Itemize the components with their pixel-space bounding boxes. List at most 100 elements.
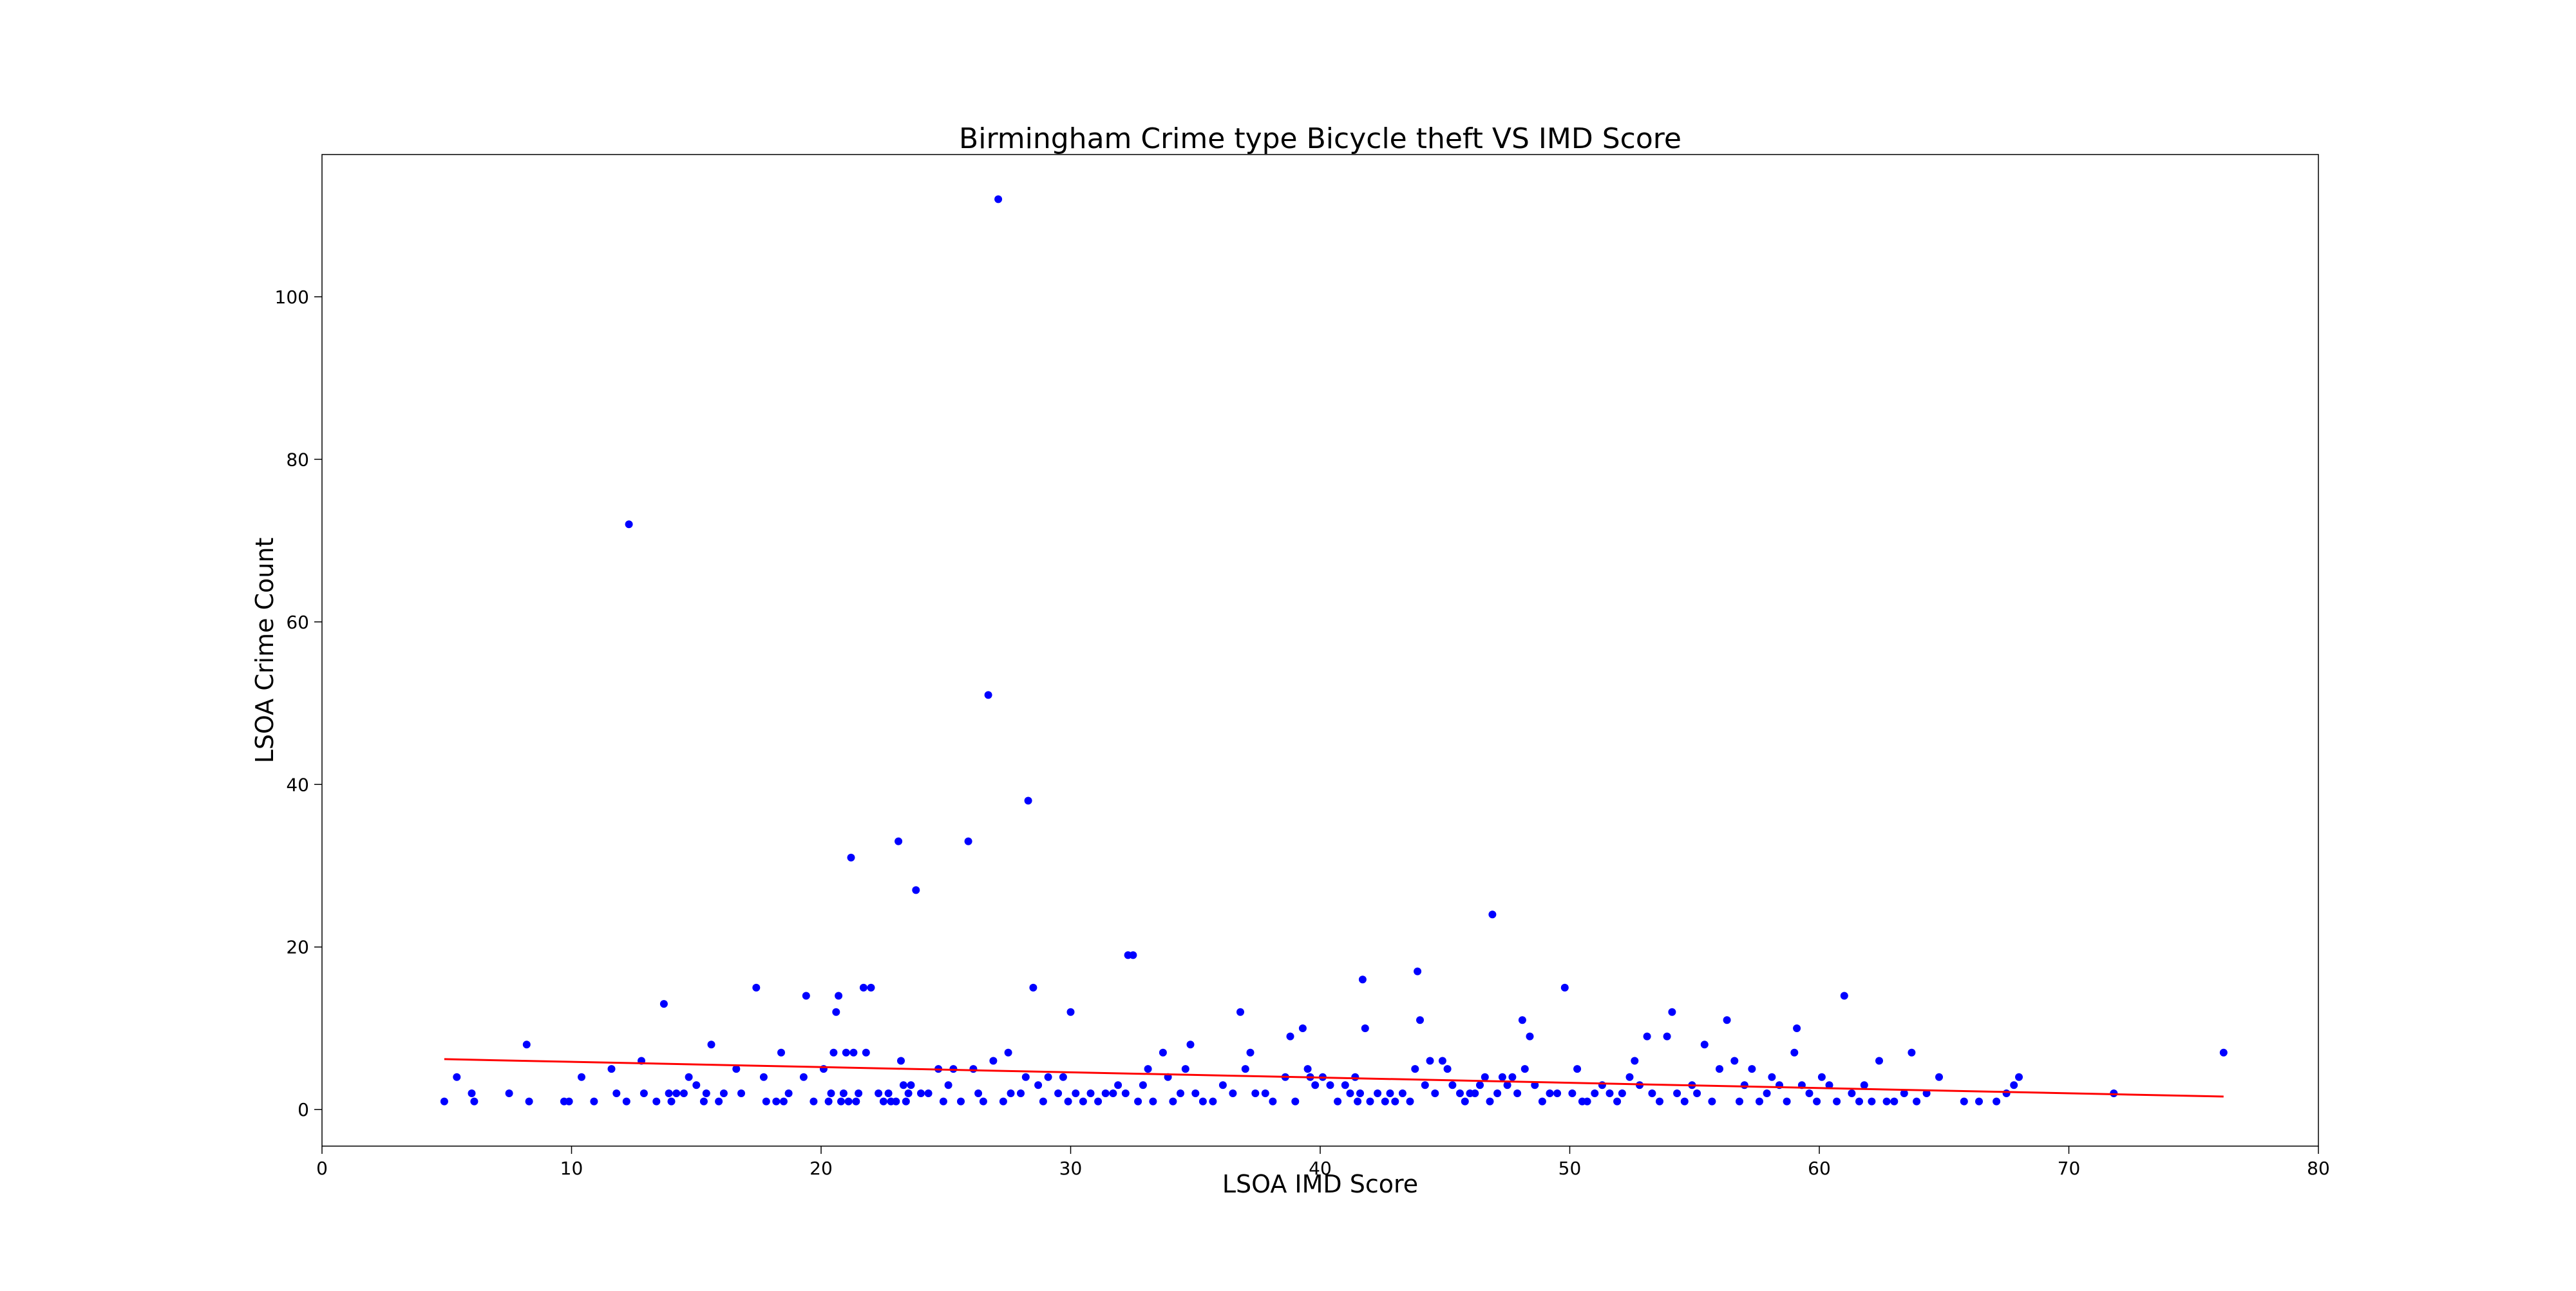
data-point xyxy=(1700,1041,1709,1049)
data-point xyxy=(1890,1097,1899,1106)
data-point xyxy=(1421,1081,1429,1089)
data-point xyxy=(1768,1073,1776,1081)
data-point xyxy=(1198,1097,1207,1106)
y-axis: 0 20 40 60 80 100 xyxy=(275,287,322,1120)
x-tick-label: 0 xyxy=(316,1158,328,1179)
data-point xyxy=(565,1097,573,1106)
data-point xyxy=(1503,1081,1511,1089)
data-point xyxy=(1351,1073,1359,1081)
data-point xyxy=(989,1057,998,1065)
data-point xyxy=(685,1073,693,1081)
data-point xyxy=(1029,983,1037,992)
data-point xyxy=(1177,1089,1184,1097)
data-point xyxy=(944,1081,952,1089)
data-point xyxy=(1625,1073,1634,1081)
data-point xyxy=(1813,1097,1821,1106)
y-tick-label: 100 xyxy=(275,287,309,308)
y-tick-label: 0 xyxy=(298,1099,309,1120)
data-point xyxy=(470,1097,478,1106)
data-point xyxy=(957,1097,965,1106)
data-point xyxy=(1748,1065,1756,1073)
data-point xyxy=(1411,1065,1419,1073)
data-point xyxy=(862,1048,870,1057)
data-point xyxy=(1513,1089,1522,1097)
data-point xyxy=(1763,1089,1771,1097)
data-point xyxy=(1613,1097,1622,1106)
data-point xyxy=(1860,1081,1868,1089)
data-point xyxy=(1793,1024,1801,1032)
data-point xyxy=(1922,1089,1931,1097)
data-point xyxy=(1560,983,1569,992)
data-point xyxy=(1833,1097,1841,1106)
data-point xyxy=(715,1097,723,1106)
data-point xyxy=(1059,1073,1067,1081)
data-point xyxy=(1334,1097,1342,1106)
data-point xyxy=(855,1089,863,1097)
data-point xyxy=(1286,1032,1294,1041)
x-tick-label: 60 xyxy=(1808,1158,1831,1179)
data-point xyxy=(1598,1081,1606,1089)
data-point xyxy=(732,1065,741,1073)
data-point xyxy=(1526,1032,1534,1041)
data-point xyxy=(1673,1089,1681,1097)
data-point xyxy=(1825,1081,1833,1089)
data-point xyxy=(1291,1097,1300,1106)
data-point xyxy=(652,1097,661,1106)
data-point xyxy=(1246,1048,1255,1057)
data-point xyxy=(505,1089,513,1097)
data-point xyxy=(1356,1089,1364,1097)
data-point xyxy=(1471,1089,1479,1097)
data-point xyxy=(1508,1073,1517,1081)
data-point xyxy=(1583,1097,1591,1106)
data-point xyxy=(1039,1097,1047,1106)
data-point xyxy=(1066,1008,1075,1016)
data-point xyxy=(772,1097,781,1106)
data-point xyxy=(1975,1097,1983,1106)
data-point xyxy=(762,1097,770,1106)
data-point xyxy=(440,1097,448,1106)
data-point xyxy=(1229,1089,1237,1097)
data-point xyxy=(1149,1097,1157,1106)
data-point xyxy=(1004,1048,1012,1057)
data-point xyxy=(1546,1089,1554,1097)
data-point xyxy=(2002,1089,2011,1097)
data-point xyxy=(1114,1081,1122,1089)
data-point xyxy=(1476,1081,1484,1089)
data-point xyxy=(1736,1097,1743,1106)
data-point xyxy=(984,691,992,699)
trend-line-layer xyxy=(444,1058,2224,1098)
scatter-points xyxy=(440,195,2228,1106)
data-point xyxy=(1875,1057,1883,1065)
data-point xyxy=(1493,1089,1502,1097)
data-point xyxy=(1648,1089,1656,1097)
data-point xyxy=(1993,1097,2001,1106)
data-point xyxy=(667,1097,676,1106)
data-point xyxy=(622,1097,630,1106)
data-point xyxy=(1817,1073,1826,1081)
data-point xyxy=(844,1097,853,1106)
x-tick-label: 10 xyxy=(560,1158,583,1179)
data-point xyxy=(1840,992,1848,1000)
data-point xyxy=(665,1089,673,1097)
data-point xyxy=(1209,1097,1217,1106)
data-point xyxy=(879,1097,887,1106)
data-point xyxy=(1236,1008,1244,1016)
data-point xyxy=(525,1097,533,1106)
data-point xyxy=(907,1081,915,1089)
data-point xyxy=(1900,1089,1908,1097)
data-point xyxy=(1456,1089,1464,1097)
data-point xyxy=(827,1089,835,1097)
data-point xyxy=(1054,1089,1063,1097)
data-point xyxy=(839,1089,848,1097)
data-point xyxy=(912,886,920,894)
data-point xyxy=(979,1097,987,1106)
data-point xyxy=(859,983,867,992)
data-point xyxy=(1017,1089,1025,1097)
data-point xyxy=(842,1048,850,1057)
data-point xyxy=(1656,1097,1663,1106)
data-point xyxy=(707,1041,715,1049)
data-point xyxy=(1303,1065,1312,1073)
data-point xyxy=(1716,1065,1723,1073)
data-point xyxy=(1094,1097,1103,1106)
